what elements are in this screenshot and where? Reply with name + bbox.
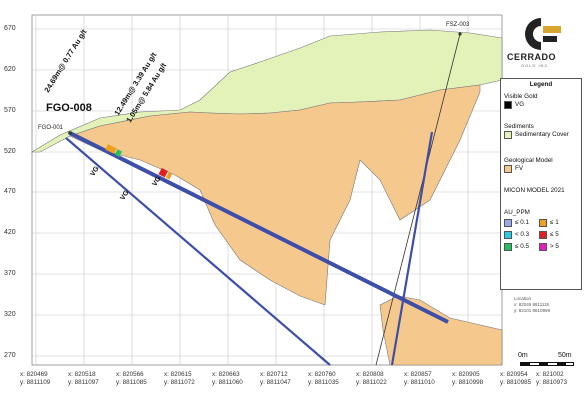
legend-au-label: ≤ 1: [550, 219, 559, 226]
elevation-label: 570: [4, 107, 16, 114]
collar-marker: [68, 131, 72, 135]
location-title: Location: [514, 296, 532, 301]
elevation-label: 470: [4, 188, 16, 195]
scale-end-label: 50m: [558, 352, 572, 359]
easting-tick: x: 820954 y: 8810985: [500, 371, 532, 386]
legend-fv-label: FV: [515, 165, 524, 172]
assay-interval-red: [158, 167, 168, 178]
elevation-label: 520: [4, 148, 16, 155]
legend-micon-model: MICON MODEL 2021: [504, 187, 565, 194]
legend-au-label: ≤ 0.5: [515, 243, 529, 250]
fv-geological-model: [69, 84, 481, 306]
legend-au-label: > 5: [550, 243, 559, 250]
fault-label: FSZ-003: [446, 22, 470, 28]
legend-au-swatch: [504, 219, 512, 227]
legend-panel: Legend Visible Gold VG Sediments Sedimen…: [500, 78, 582, 290]
legend-sedimentary-cover-label: Sedimentary Cover: [515, 131, 569, 138]
elevation-label: 320: [4, 311, 16, 318]
legend-au-label: < 0.3: [515, 231, 530, 238]
location-box: Location x: 82045 8811115 y: 82101 88109…: [514, 296, 582, 314]
scale-bar-graphic: [520, 362, 574, 366]
legend-au-swatch: [504, 231, 512, 239]
easting-tick: x: 820712 y: 8811047: [260, 371, 291, 386]
fv-lower-body: [379, 295, 503, 366]
logo-subtitle: GOLD INC: [521, 63, 549, 68]
drill-hole-title: FGO-008: [46, 102, 92, 114]
collar-label: FGO-001: [38, 125, 64, 131]
assay-interval-green: [114, 149, 123, 158]
scale-start-label: 0m: [518, 352, 528, 359]
legend-au-ppm-header: AU_PPM: [504, 209, 530, 216]
easting-tick: x: 821002 y: 8810973: [536, 371, 568, 386]
easting-tick: x: 820905 y: 8810998: [452, 371, 484, 386]
legend-vg-swatch: [504, 101, 512, 109]
scale-bar: 0m 50m: [518, 352, 578, 372]
drill-trace-fsz-003: [390, 131, 434, 366]
legend-geo-model-header: Geological Model: [504, 157, 553, 164]
easting-tick: x: 820760 y: 8811035: [308, 371, 339, 386]
easting-tick: x: 820615 y: 8811072: [164, 371, 195, 386]
location-y: y: 82101 8810959: [514, 308, 551, 313]
easting-tick: x: 820469 y: 8811109: [20, 371, 51, 386]
fault-marker: [458, 32, 462, 36]
legend-visible-gold-header: Visible Gold: [504, 93, 538, 100]
legend-sediment-swatch: [504, 131, 512, 139]
assay-interval-orange: [105, 144, 117, 154]
legend-au-swatch: [539, 219, 547, 227]
elevation-label: 370: [4, 270, 16, 277]
legend-au-label: ≤ 5: [550, 231, 559, 238]
legend-au-label: ≤ 0.1: [515, 219, 529, 226]
elevation-label: 420: [4, 229, 16, 236]
legend-fv-swatch: [504, 165, 512, 173]
elevation-label: 670: [4, 25, 16, 32]
legend-vg-label: VG: [515, 101, 525, 108]
easting-tick: x: 820857 y: 8811010: [404, 371, 435, 386]
legend-sediments-header: Sediments: [504, 123, 534, 130]
legend-title: Legend: [529, 81, 553, 88]
drill-trace-fgo-001: [65, 137, 331, 366]
easting-tick: x: 820566 y: 8811085: [116, 371, 147, 386]
legend-au-swatch: [539, 243, 547, 251]
legend-au-swatch: [539, 231, 547, 239]
location-x: x: 82045 8811115: [514, 302, 550, 307]
elevation-label: 270: [4, 352, 16, 359]
elevation-label: 620: [4, 66, 16, 73]
assay-interval-orange-2: [165, 172, 173, 180]
easting-tick: x: 820663 y: 8811060: [212, 371, 243, 386]
easting-tick: x: 820518 y: 8811097: [68, 371, 99, 386]
easting-tick: x: 820808 y: 8811022: [356, 371, 387, 386]
cerrado-logo: [525, 18, 561, 50]
legend-au-swatch: [504, 243, 512, 251]
drill-trace-fgo-008: [69, 131, 449, 324]
fault-line: [375, 33, 461, 366]
logo-name: CERRADO: [507, 52, 557, 62]
